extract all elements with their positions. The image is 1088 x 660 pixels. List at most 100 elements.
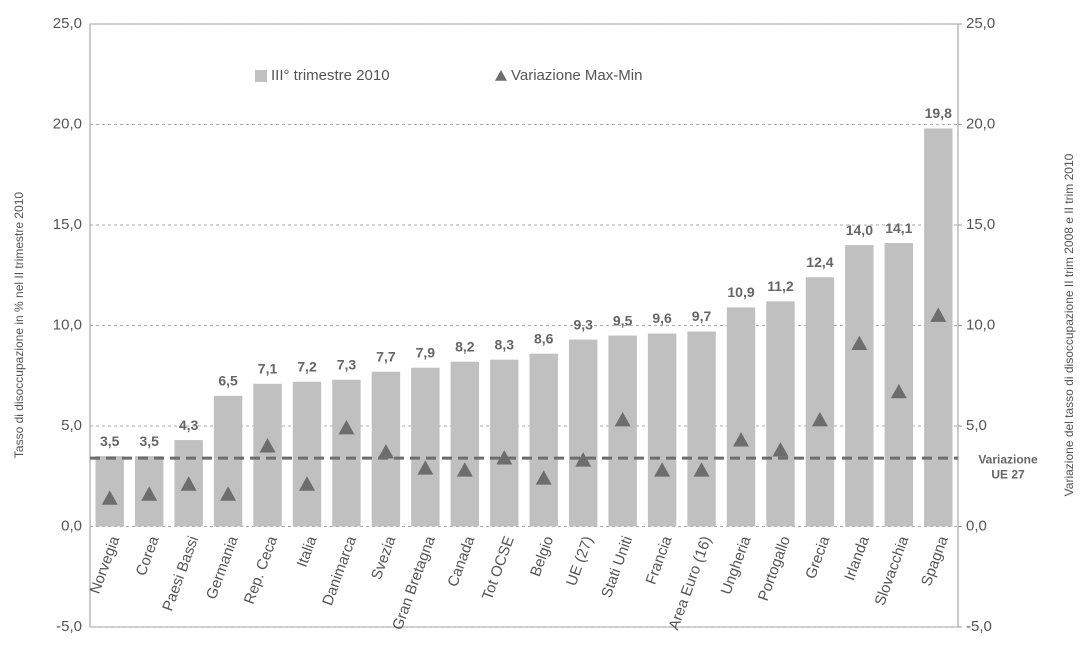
y2-tick-label: 20,0 — [966, 115, 995, 132]
y-tick-label: 25,0 — [53, 15, 82, 32]
x-tick-label: Tot OCSE — [479, 534, 518, 602]
x-tick-label: Germania — [203, 533, 242, 601]
y2-axis-label: Variazione del tasso di disoccupazione I… — [1062, 153, 1076, 496]
triangle-marker — [693, 462, 710, 477]
y2-tick-label: 5,0 — [966, 417, 987, 434]
triangle-marker — [299, 476, 315, 491]
value-label: 9,3 — [573, 316, 593, 332]
triangle-marker — [259, 438, 276, 453]
value-label: 9,5 — [613, 312, 633, 328]
x-tick-label: Slovacchia — [872, 533, 913, 608]
value-label: 7,9 — [416, 344, 436, 360]
value-label: 8,6 — [534, 330, 554, 346]
bar — [845, 245, 874, 527]
y-axis-label: Tasso di disoccupazione in % nel II trim… — [12, 192, 26, 458]
bar — [490, 359, 519, 527]
bar — [529, 353, 558, 527]
bar — [450, 361, 480, 527]
triangle-marker — [772, 442, 789, 457]
x-tick-label: Belgio — [527, 534, 557, 579]
y2-tick-label: 25,0 — [966, 15, 995, 32]
value-label: 4,3 — [179, 417, 199, 433]
x-tick-label: Corea — [133, 533, 163, 578]
reference-label: Variazione — [978, 452, 1038, 466]
y2-tick-label: 15,0 — [966, 216, 995, 233]
bar — [924, 128, 953, 527]
legend-label: Variazione Max-Min — [511, 67, 642, 84]
bar — [568, 339, 598, 527]
bar — [608, 335, 637, 527]
value-label: 7,7 — [376, 348, 396, 364]
x-tick-label: Italia — [294, 533, 321, 569]
legend-swatch — [255, 70, 267, 82]
x-tick-label: Spagna — [918, 533, 952, 588]
x-tick-label: Stati Uniti — [598, 534, 636, 600]
y-tick-label: 15,0 — [53, 216, 82, 233]
x-tick-label: Ungheria — [718, 533, 755, 597]
y-tick-label: 20,0 — [53, 115, 82, 132]
value-label: 7,1 — [258, 360, 278, 376]
x-tick-label: Paesi Bassi — [159, 534, 202, 613]
y-tick-label: 5,0 — [61, 417, 82, 434]
triangle-marker — [654, 462, 671, 477]
bar — [213, 395, 243, 527]
bar — [292, 381, 322, 527]
y-tick-label: -5,0 — [56, 618, 82, 635]
triangle-marker — [220, 486, 237, 501]
value-label: 14,1 — [885, 220, 912, 236]
triangle-marker — [575, 452, 592, 467]
value-label: 11,2 — [767, 278, 794, 294]
legend-label: III° trimestre 2010 — [271, 67, 390, 84]
y2-tick-label: 10,0 — [966, 316, 995, 333]
bar — [766, 301, 795, 527]
y2-tick-label: -5,0 — [966, 618, 992, 635]
triangle-marker — [614, 411, 631, 427]
bar — [411, 367, 440, 527]
x-tick-label: Gran Bretagna — [389, 533, 439, 632]
bar — [647, 333, 677, 527]
triangle-marker — [535, 470, 552, 485]
x-tick-label: Rep. Ceca — [241, 533, 281, 606]
y-tick-label: 0,0 — [61, 517, 82, 534]
triangle-marker — [890, 383, 907, 399]
reference-label: UE 27 — [991, 467, 1025, 481]
bar — [332, 379, 361, 527]
value-label: 9,6 — [652, 310, 672, 326]
x-tick-label: Portogallo — [755, 534, 794, 603]
x-tick-label: Canada — [444, 533, 478, 589]
value-label: 3,5 — [139, 433, 159, 449]
triangle-marker — [456, 462, 473, 477]
value-label: 12,4 — [806, 254, 833, 270]
triangle-marker — [141, 486, 158, 501]
triangle-marker — [377, 444, 394, 459]
x-tick-label: Area Euro (16) — [665, 534, 715, 632]
bar — [687, 331, 716, 527]
x-tick-label: Norvegia — [87, 533, 124, 596]
y2-tick-label: 0,0 — [966, 517, 987, 534]
value-label: 10,9 — [727, 284, 754, 300]
x-tick-label: Irlanda — [841, 533, 873, 583]
triangle-marker — [101, 490, 118, 505]
triangle-marker — [496, 450, 513, 465]
triangle-marker — [733, 432, 749, 447]
legend-swatch — [495, 70, 507, 81]
bar — [253, 383, 282, 527]
value-label: 8,2 — [455, 338, 475, 354]
value-label: 19,8 — [925, 105, 952, 121]
value-label: 7,3 — [337, 356, 357, 372]
value-label: 14,0 — [846, 222, 873, 238]
triangle-marker — [417, 460, 434, 475]
value-label: 3,5 — [100, 433, 120, 449]
bar — [805, 277, 835, 527]
bar — [726, 307, 756, 527]
triangle-marker — [851, 335, 868, 350]
triangle-marker — [930, 307, 947, 322]
value-label: 7,2 — [297, 358, 317, 374]
y-tick-label: 10,0 — [53, 316, 82, 333]
x-tick-label: Francia — [642, 533, 675, 586]
value-label: 9,7 — [692, 308, 712, 324]
value-label: 6,5 — [218, 373, 238, 389]
value-label: 8,3 — [495, 336, 515, 352]
triangle-marker — [811, 411, 828, 427]
